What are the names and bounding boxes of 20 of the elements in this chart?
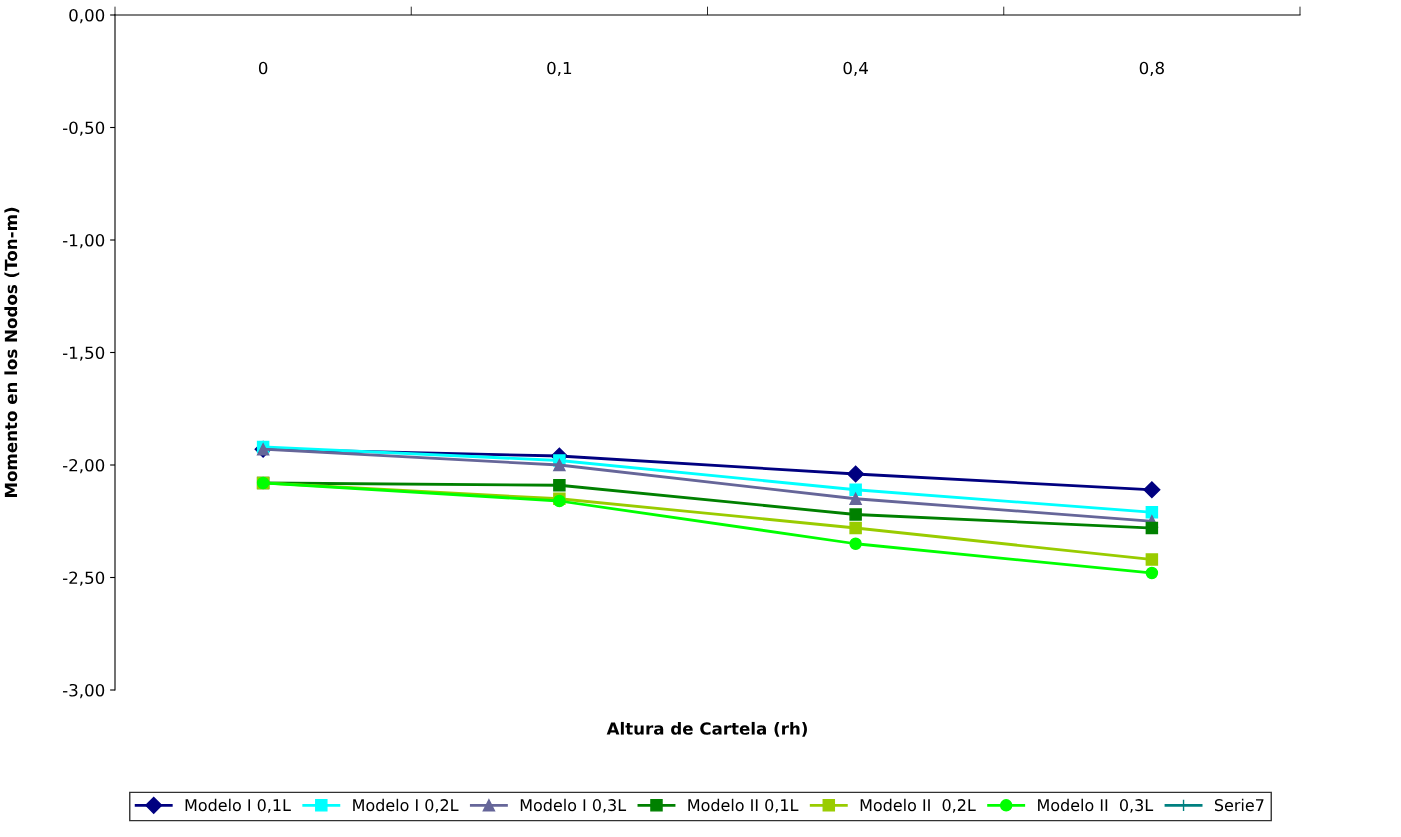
y-tick-label: -2,00 [62, 458, 105, 474]
y-tick-label: -1,00 [62, 233, 105, 249]
y-tick-label: -1,50 [62, 346, 105, 361]
x-tick-label: 0,1 [547, 61, 572, 76]
legend-label: Modelo II 0,1L [688, 798, 799, 813]
y-tick-label: 0,00 [69, 8, 105, 24]
legend-label: Serie7 [1214, 798, 1264, 812]
legend-label: Modelo I 0,3L [520, 798, 627, 813]
legend-label: Modelo I 0,1L [185, 798, 291, 813]
x-tick-label: 0,8 [1139, 61, 1164, 76]
legend-label: Modelo I 0,2L [353, 798, 459, 813]
y-tick-label: -3,00 [62, 683, 105, 699]
x-axis-title: Altura de Cartela (rh) [606, 721, 807, 737]
y-tick-label: -2,50 [62, 571, 105, 586]
x-tick-label: 0 [258, 61, 268, 75]
x-tick-label: 0,4 [843, 61, 868, 76]
legend-label: Modelo II 0,2L [860, 798, 976, 813]
y-tick-label: -0,50 [62, 121, 105, 136]
y-axis-title: Momento en los Nodos (Ton-m) [4, 207, 20, 498]
legend-label: Modelo II 0,3L [1038, 798, 1154, 813]
